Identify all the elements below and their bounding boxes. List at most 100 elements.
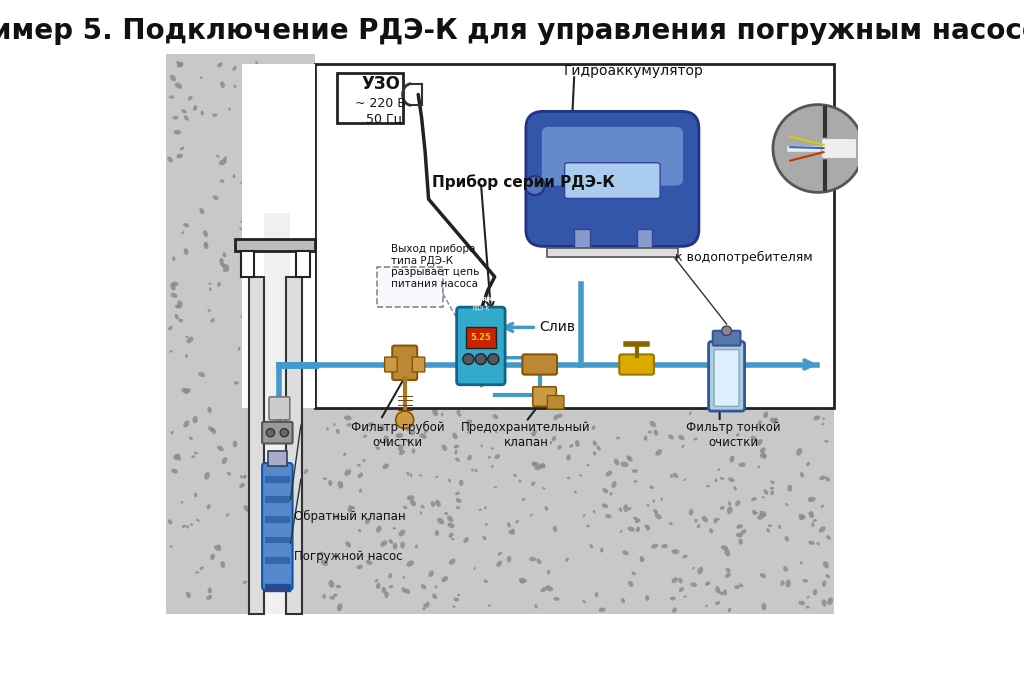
- Ellipse shape: [376, 583, 381, 589]
- Ellipse shape: [344, 415, 351, 421]
- Ellipse shape: [185, 335, 188, 338]
- Ellipse shape: [168, 519, 172, 524]
- Ellipse shape: [535, 466, 541, 470]
- Ellipse shape: [228, 107, 230, 111]
- Ellipse shape: [183, 223, 189, 227]
- Text: ~ 220 В
  50 Гц: ~ 220 В 50 Гц: [355, 97, 406, 126]
- FancyBboxPatch shape: [262, 422, 293, 443]
- Ellipse shape: [196, 571, 199, 574]
- Text: Пример 5. Подключение РДЭ-К для управления погружным насосом.: Пример 5. Подключение РДЭ-К для управлен…: [0, 17, 1024, 45]
- Ellipse shape: [627, 456, 633, 462]
- Bar: [166, 54, 314, 614]
- Ellipse shape: [295, 259, 299, 263]
- Ellipse shape: [721, 545, 728, 550]
- Ellipse shape: [593, 441, 597, 446]
- FancyBboxPatch shape: [385, 357, 397, 372]
- Ellipse shape: [431, 501, 435, 507]
- Ellipse shape: [756, 439, 763, 446]
- Bar: [265, 584, 290, 591]
- Ellipse shape: [222, 264, 229, 269]
- Ellipse shape: [554, 414, 558, 421]
- Ellipse shape: [186, 525, 189, 529]
- Ellipse shape: [366, 560, 373, 565]
- Ellipse shape: [175, 454, 181, 460]
- Ellipse shape: [574, 440, 580, 447]
- Ellipse shape: [754, 511, 758, 514]
- Ellipse shape: [457, 410, 460, 415]
- Ellipse shape: [813, 415, 820, 421]
- Ellipse shape: [248, 565, 256, 570]
- Ellipse shape: [673, 472, 678, 478]
- Ellipse shape: [762, 496, 765, 498]
- Ellipse shape: [219, 258, 223, 264]
- Ellipse shape: [511, 529, 515, 535]
- Ellipse shape: [209, 288, 212, 291]
- Ellipse shape: [488, 604, 492, 607]
- Ellipse shape: [734, 585, 740, 589]
- Ellipse shape: [807, 595, 810, 599]
- Ellipse shape: [808, 497, 816, 502]
- Ellipse shape: [259, 484, 265, 489]
- Ellipse shape: [456, 498, 462, 503]
- Ellipse shape: [201, 111, 204, 115]
- Ellipse shape: [389, 585, 393, 589]
- Ellipse shape: [400, 419, 406, 426]
- Ellipse shape: [254, 313, 261, 319]
- Ellipse shape: [243, 580, 247, 584]
- Ellipse shape: [813, 589, 817, 595]
- Ellipse shape: [621, 598, 625, 603]
- Ellipse shape: [183, 248, 188, 255]
- Ellipse shape: [822, 418, 825, 420]
- Ellipse shape: [261, 319, 266, 323]
- Ellipse shape: [784, 536, 790, 541]
- Ellipse shape: [605, 514, 611, 518]
- Ellipse shape: [368, 422, 374, 427]
- Ellipse shape: [204, 472, 210, 480]
- Ellipse shape: [689, 412, 691, 415]
- Ellipse shape: [728, 608, 731, 612]
- Ellipse shape: [376, 446, 380, 450]
- Ellipse shape: [623, 550, 629, 556]
- Ellipse shape: [284, 466, 287, 470]
- Ellipse shape: [375, 579, 379, 583]
- Ellipse shape: [181, 524, 185, 528]
- Ellipse shape: [459, 479, 464, 486]
- Ellipse shape: [495, 430, 498, 433]
- Ellipse shape: [263, 394, 271, 400]
- Bar: [574, 230, 590, 250]
- Text: Гидроаккумулятор: Гидроаккумулятор: [564, 64, 703, 78]
- Ellipse shape: [799, 514, 806, 519]
- Ellipse shape: [565, 558, 569, 562]
- Ellipse shape: [282, 113, 287, 117]
- Ellipse shape: [682, 555, 687, 558]
- Ellipse shape: [407, 560, 414, 567]
- Ellipse shape: [736, 524, 742, 529]
- Ellipse shape: [455, 450, 458, 454]
- Ellipse shape: [225, 513, 229, 516]
- Ellipse shape: [821, 423, 824, 425]
- Ellipse shape: [738, 539, 742, 545]
- Text: Слив: Слив: [540, 321, 575, 334]
- Ellipse shape: [421, 584, 426, 589]
- Ellipse shape: [653, 509, 658, 514]
- Ellipse shape: [681, 445, 684, 448]
- Circle shape: [463, 354, 474, 364]
- Ellipse shape: [384, 591, 389, 598]
- Ellipse shape: [751, 435, 757, 441]
- Ellipse shape: [766, 529, 770, 533]
- Ellipse shape: [425, 601, 430, 608]
- Ellipse shape: [222, 457, 227, 464]
- FancyBboxPatch shape: [564, 163, 660, 198]
- Ellipse shape: [693, 437, 697, 441]
- Ellipse shape: [733, 486, 737, 491]
- Ellipse shape: [280, 248, 286, 254]
- Ellipse shape: [281, 333, 283, 337]
- Ellipse shape: [244, 475, 247, 479]
- Ellipse shape: [241, 220, 246, 223]
- Ellipse shape: [824, 440, 828, 443]
- Ellipse shape: [274, 297, 280, 304]
- Ellipse shape: [760, 573, 766, 578]
- Ellipse shape: [490, 465, 494, 468]
- Ellipse shape: [715, 479, 717, 482]
- Ellipse shape: [169, 95, 174, 99]
